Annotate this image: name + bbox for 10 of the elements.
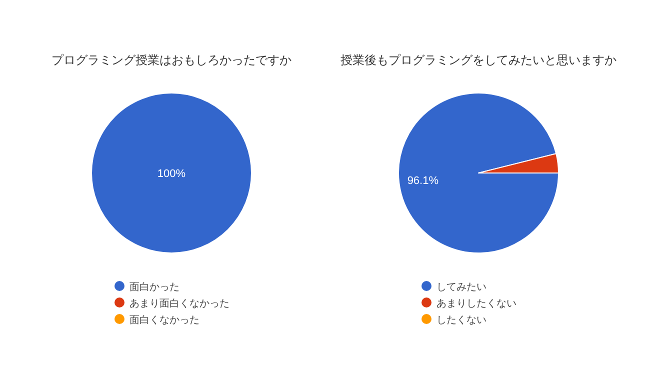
chart-title: プログラミング授業はおもしろかったですか: [52, 53, 292, 67]
legend-label: 面白かった: [130, 281, 180, 293]
chart-title: 授業後もプログラミングをしてみたいと思いますか: [340, 53, 616, 67]
legend-label: 面白くなかった: [130, 314, 200, 326]
data-label: 100%: [157, 168, 186, 180]
legend-label: してみたい: [436, 282, 486, 293]
data-label: 96.1%: [407, 174, 439, 187]
legend-label: したくない: [436, 315, 486, 326]
legend-label: あまり面白くなかった: [130, 298, 230, 310]
legend-label: あまりしたくない: [436, 298, 516, 310]
